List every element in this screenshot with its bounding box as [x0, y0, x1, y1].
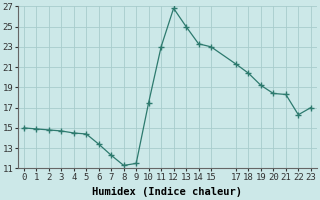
X-axis label: Humidex (Indice chaleur): Humidex (Indice chaleur)	[92, 187, 242, 197]
